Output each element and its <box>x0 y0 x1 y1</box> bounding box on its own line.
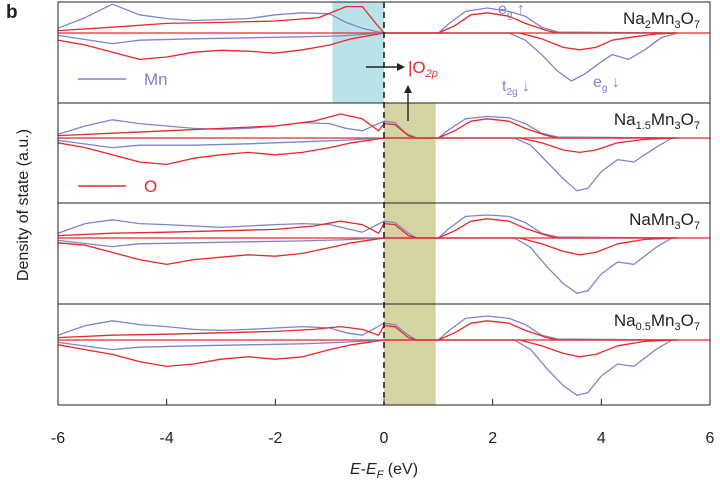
t2g-down-label: t2g ↓ <box>502 78 530 98</box>
panel-label: b <box>6 2 18 23</box>
x-tick-label: -2 <box>268 430 282 447</box>
annotations: |O2p eg ↑ t2g ↓ eg ↓ <box>366 1 620 121</box>
mn-spin-up-curve <box>57 3 678 34</box>
shaded-bands <box>332 2 436 405</box>
mn-spin-down-curve <box>57 237 673 294</box>
o-spin-up-curve <box>57 113 678 139</box>
x-tick-label: 2 <box>488 430 497 447</box>
panel-composition-label: Na1.5Mn3O7 <box>614 110 700 132</box>
mn-spin-down-curve <box>57 339 673 396</box>
panel-composition-label: Na0.5Mn3O7 <box>614 311 700 333</box>
o-spin-down-curve <box>57 339 678 368</box>
legend-o-label: O <box>144 177 157 196</box>
mn-spin-up-curve <box>57 214 678 239</box>
o-spin-down-curve <box>57 32 678 61</box>
mn-spin-up-curve <box>57 115 678 139</box>
o-spin-up-curve <box>57 320 678 341</box>
panel-frames <box>57 1 711 406</box>
x-axis-label: E-EF (eV) <box>350 461 418 481</box>
legend-mn-label: Mn <box>144 70 168 89</box>
x-axis: -6 -4 -2 0 2 4 6 <box>51 399 715 447</box>
o-spin-down-curve <box>57 137 678 166</box>
y-axis-label: Density of state (a.u.) <box>15 129 32 281</box>
x-tick-label: -6 <box>51 430 65 447</box>
arrow-up-head <box>404 85 412 93</box>
legend: Mn O <box>78 70 168 196</box>
mn-spin-up-curve <box>57 315 678 341</box>
x-tick-label: 0 <box>380 430 389 447</box>
panel-composition-label: Na2Mn3O7 <box>623 9 700 31</box>
mn-spin-down-curve <box>57 137 673 192</box>
shaded-region-blue <box>332 2 384 103</box>
eg-up-label: eg ↑ <box>498 1 525 21</box>
x-tick-label: 6 <box>706 430 715 447</box>
dos-panel: Na0.5Mn3O7 <box>57 311 710 396</box>
o2p-label: |O2p <box>408 58 438 80</box>
x-tick-label: 4 <box>597 430 606 447</box>
shaded-region-olive <box>384 103 436 405</box>
arrow-right-head <box>397 63 405 71</box>
panel-composition-label: NaMn3O7 <box>629 210 700 232</box>
o-spin-up-curve <box>57 218 678 239</box>
eg-down-label: eg ↓ <box>593 74 620 94</box>
mn-spin-down-curve <box>57 32 678 82</box>
o-spin-down-curve <box>57 237 678 266</box>
x-tick-label: -4 <box>160 430 174 447</box>
dos-panel: NaMn3O7 <box>57 210 710 294</box>
dos-panel: Na2Mn3O7 <box>57 3 710 82</box>
